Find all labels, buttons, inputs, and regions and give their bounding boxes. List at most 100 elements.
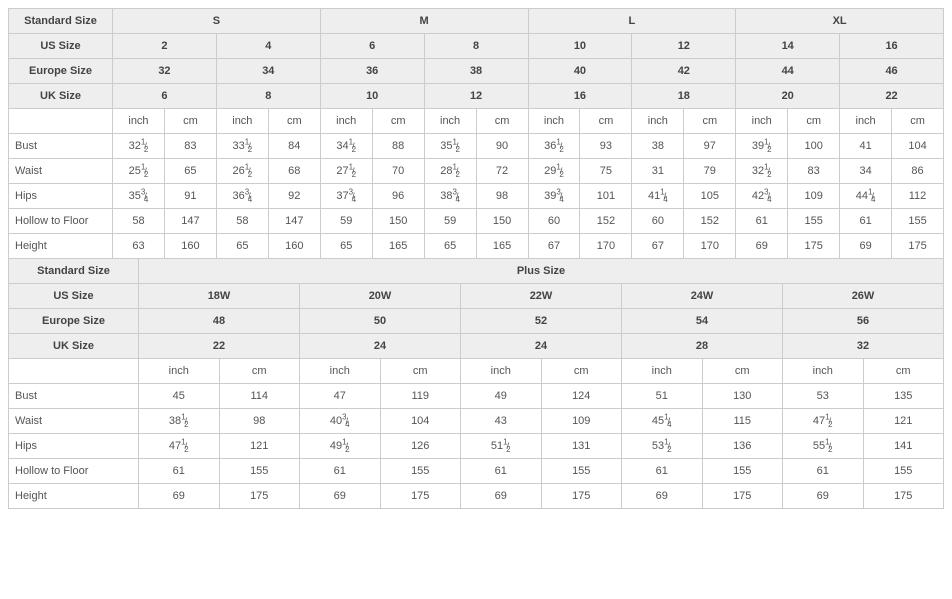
- value-inch: 49: [461, 384, 542, 409]
- std-eu-6: 44: [736, 59, 840, 84]
- unit-cm: cm: [541, 359, 622, 384]
- value-cm: 119: [380, 384, 461, 409]
- unit-cm: cm: [892, 109, 944, 134]
- measurement-label: Waist: [9, 409, 139, 434]
- unit-cm: cm: [219, 359, 300, 384]
- value-inch: 59: [320, 209, 372, 234]
- plus-row-size: Standard Size Plus Size: [9, 259, 944, 284]
- value-cm: 121: [863, 409, 944, 434]
- value-cm: 160: [164, 234, 216, 259]
- value-cm: 101: [580, 184, 632, 209]
- plus-uk-0: 22: [139, 334, 300, 359]
- value-cm: 155: [702, 459, 783, 484]
- unit-inch: inch: [736, 109, 788, 134]
- value-cm: 96: [372, 184, 424, 209]
- unit-inch: inch: [783, 359, 864, 384]
- unit-cm: cm: [580, 109, 632, 134]
- value-inch: 471/2: [783, 409, 864, 434]
- value-inch: 351/2: [424, 134, 476, 159]
- plus-uk-label: UK Size: [9, 334, 139, 359]
- unit-inch: inch: [622, 359, 703, 384]
- value-inch: 451/4: [622, 409, 703, 434]
- value-inch: 69: [736, 234, 788, 259]
- value-inch: 471/2: [139, 434, 220, 459]
- measurement-label: Waist: [9, 159, 113, 184]
- value-cm: 124: [541, 384, 622, 409]
- plus-row-uk: UK Size 22 24 24 28 32: [9, 334, 944, 359]
- value-inch: 411/4: [632, 184, 684, 209]
- std-row-units: inchcm inchcm inchcm inchcm inchcm inchc…: [9, 109, 944, 134]
- measurement-label: Hips: [9, 184, 113, 209]
- unit-cm: cm: [372, 109, 424, 134]
- plus-units-blank: [9, 359, 139, 384]
- value-inch: 291/2: [528, 159, 580, 184]
- value-cm: 147: [164, 209, 216, 234]
- value-cm: 109: [541, 409, 622, 434]
- value-inch: 423/4: [736, 184, 788, 209]
- value-cm: 175: [863, 484, 944, 509]
- data-row: Bust321/283331/284341/288351/290361/2933…: [9, 134, 944, 159]
- value-cm: 88: [372, 134, 424, 159]
- measurement-label: Hollow to Floor: [9, 459, 139, 484]
- data-row: Waist381/298403/410443109451/4115471/212…: [9, 409, 944, 434]
- measurement-label: Height: [9, 234, 113, 259]
- value-inch: 491/2: [300, 434, 381, 459]
- measurement-label: Bust: [9, 384, 139, 409]
- value-inch: 65: [424, 234, 476, 259]
- value-inch: 60: [528, 209, 580, 234]
- value-cm: 65: [164, 159, 216, 184]
- value-cm: 150: [372, 209, 424, 234]
- value-cm: 175: [541, 484, 622, 509]
- std-data-body: Bust321/283331/284341/288351/290361/2933…: [9, 134, 944, 259]
- value-inch: 60: [632, 209, 684, 234]
- value-inch: 61: [622, 459, 703, 484]
- value-inch: 61: [840, 209, 892, 234]
- value-inch: 363/4: [216, 184, 268, 209]
- std-row-us: US Size 2 4 6 8 10 12 14 16: [9, 34, 944, 59]
- std-uk-7: 22: [840, 84, 944, 109]
- value-cm: 155: [788, 209, 840, 234]
- standard-size-table: Standard Size S M L XL US Size 2 4 6 8 1…: [8, 8, 944, 259]
- unit-inch: inch: [300, 359, 381, 384]
- value-cm: 92: [268, 184, 320, 209]
- data-row: Bust4511447119491245113053135: [9, 384, 944, 409]
- measurement-label: Hips: [9, 434, 139, 459]
- value-cm: 175: [892, 234, 944, 259]
- value-inch: 58: [216, 209, 268, 234]
- value-inch: 45: [139, 384, 220, 409]
- unit-cm: cm: [164, 109, 216, 134]
- std-us-7: 16: [840, 34, 944, 59]
- unit-cm: cm: [268, 109, 320, 134]
- value-cm: 121: [219, 434, 300, 459]
- std-uk-1: 8: [216, 84, 320, 109]
- value-cm: 72: [476, 159, 528, 184]
- std-eu-0: 32: [113, 59, 217, 84]
- std-uk-3: 12: [424, 84, 528, 109]
- value-cm: 175: [219, 484, 300, 509]
- value-cm: 68: [268, 159, 320, 184]
- value-inch: 61: [300, 459, 381, 484]
- unit-inch: inch: [216, 109, 268, 134]
- value-cm: 135: [863, 384, 944, 409]
- value-cm: 155: [219, 459, 300, 484]
- std-size-S: S: [113, 9, 321, 34]
- plus-us-1: 20W: [300, 284, 461, 309]
- unit-cm: cm: [380, 359, 461, 384]
- value-cm: 152: [684, 209, 736, 234]
- measurement-label: Bust: [9, 134, 113, 159]
- std-uk-2: 10: [320, 84, 424, 109]
- plus-uk-1: 24: [300, 334, 461, 359]
- value-inch: 69: [139, 484, 220, 509]
- value-inch: 61: [783, 459, 864, 484]
- value-cm: 155: [380, 459, 461, 484]
- value-inch: 53: [783, 384, 864, 409]
- value-cm: 126: [380, 434, 461, 459]
- value-cm: 86: [892, 159, 944, 184]
- value-cm: 170: [684, 234, 736, 259]
- value-inch: 34: [840, 159, 892, 184]
- value-cm: 155: [863, 459, 944, 484]
- std-eu-5: 42: [632, 59, 736, 84]
- value-inch: 38: [632, 134, 684, 159]
- plus-row-eu: Europe Size 48 50 52 54 56: [9, 309, 944, 334]
- value-cm: 155: [541, 459, 622, 484]
